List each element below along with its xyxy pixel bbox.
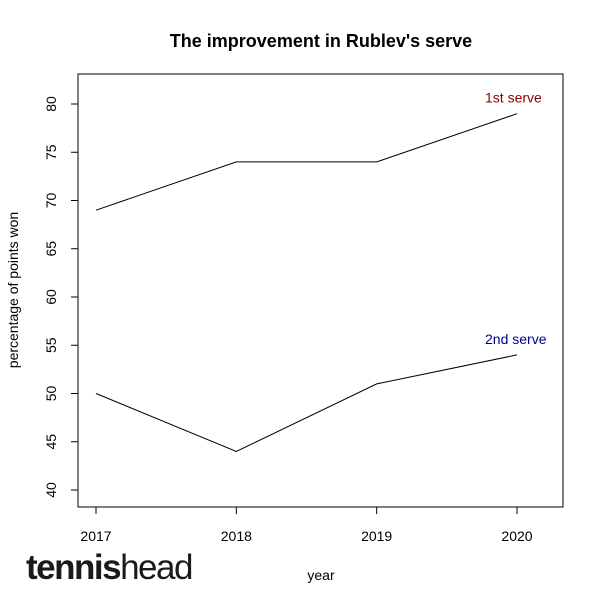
y-tick-label: 40 (43, 482, 59, 498)
y-axis-label: percentage of points won (5, 212, 21, 368)
y-tick-label: 55 (43, 337, 59, 353)
logo-text-regular: head (120, 548, 193, 587)
y-tick-label: 45 (43, 434, 59, 450)
series-lines (95, 113, 518, 452)
x-tick-label: 2017 (80, 528, 111, 544)
y-axis: 40 45 50 55 60 65 70 75 80 (43, 96, 78, 498)
y-tick-label: 75 (43, 144, 59, 160)
series-labels: 1st serve 2nd serve (485, 90, 547, 347)
y-tick-label: 80 (43, 96, 59, 112)
logo-text-bold: tennis (26, 548, 122, 587)
y-tick-label: 60 (43, 289, 59, 305)
series-label-2: 2nd serve (485, 331, 547, 347)
chart-title: The improvement in Rublev's serve (170, 31, 472, 51)
series-line-1 (95, 113, 518, 211)
y-tick-label: 70 (43, 193, 59, 209)
plot-frame (77, 73, 564, 508)
x-axis-label: year (307, 567, 335, 583)
tennishead-logo: tennishead (26, 548, 193, 587)
x-tick-label: 2018 (221, 528, 252, 544)
x-tick-label: 2019 (361, 528, 392, 544)
series-label-1: 1st serve (485, 90, 542, 106)
series-line-2 (95, 354, 518, 452)
x-tick-label: 2020 (501, 528, 532, 544)
x-axis: 2017 2018 2019 2020 (80, 507, 533, 544)
y-tick-label: 50 (43, 386, 59, 402)
y-tick-label: 65 (43, 241, 59, 257)
